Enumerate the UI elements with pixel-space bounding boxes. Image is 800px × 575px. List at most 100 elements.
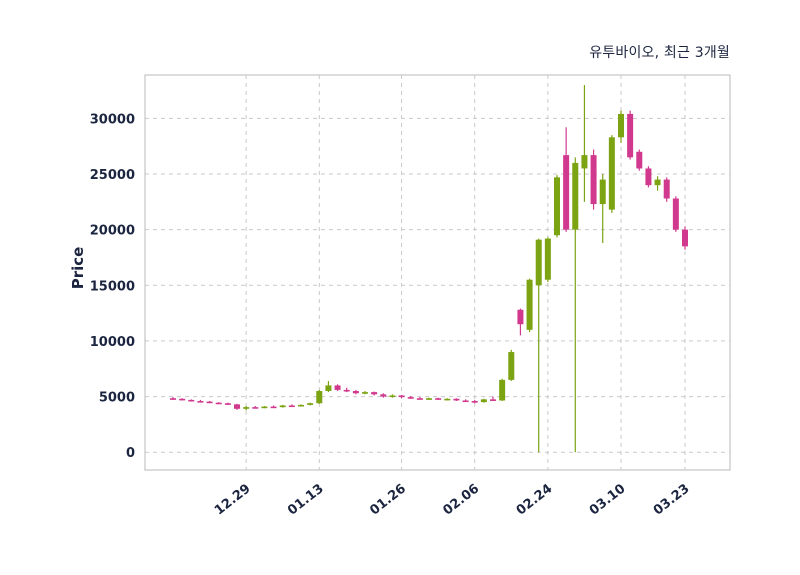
plot-area [144,74,731,471]
candle [197,399,204,403]
candle-body [243,407,250,409]
candle [170,397,176,400]
x-tick-label: 12.29 [212,481,254,518]
candle [663,177,670,202]
candle-body [170,398,176,400]
candle [343,387,350,393]
candle [407,396,414,399]
candle-body [453,398,460,401]
candle [362,391,368,395]
candle [682,226,688,250]
candle [279,404,286,408]
y-tick-label: 0 [126,446,135,461]
candle-body [252,407,259,409]
candle [380,393,387,398]
candle-body [490,399,496,401]
candle-body [508,352,515,380]
candle [288,404,295,408]
candle [234,403,240,410]
candle-body [581,155,588,169]
candle-body [179,398,186,401]
candle-body [471,401,478,403]
candle-body [279,405,286,408]
candle-body [499,379,506,401]
candle-body [224,403,231,405]
x-tick-label: 01.26 [367,481,409,518]
candle-body [316,391,323,404]
candle-body [544,238,551,280]
y-axis-label: Price [69,246,87,290]
candle [334,384,341,391]
candle [599,174,606,244]
x-tick-label: 02.06 [441,481,483,518]
candle-body [563,155,570,230]
candle-body [371,392,378,395]
candle [316,389,323,404]
candle [672,196,679,232]
candle-body [416,398,423,400]
y-tick-label: 5000 [99,391,135,406]
candle [435,397,442,400]
candle [252,406,259,409]
candle-body [307,403,314,405]
y-tick-label: 30000 [90,112,135,127]
candle [444,398,451,401]
candle-body [682,229,688,247]
candle [618,110,624,143]
candle [179,398,186,401]
candle [636,149,643,171]
grid [145,75,730,470]
candle [645,166,652,188]
candle [215,402,222,405]
y-tick-label: 15000 [90,279,135,294]
candle-body [362,392,368,394]
candle [224,402,231,405]
x-tick-label: 03.23 [651,481,693,518]
candle-body [627,113,634,158]
x-tick-label: 02.24 [514,481,556,518]
candle [261,406,268,409]
candle-body [608,137,615,210]
candle-body [480,399,487,403]
x-axis-tick-labels: 12.29 01.13 01.26 02.06 02.24 03.10 03.23 [212,481,692,518]
candle-body [325,385,332,391]
candle-body [526,279,533,330]
candle-body [206,401,213,404]
candle-body [288,405,295,408]
candle-body [672,198,679,230]
candle [453,398,460,402]
candle-body [352,391,359,394]
candle-body [435,398,442,400]
candle-body [215,402,222,405]
candle-body [444,398,451,401]
candle-body [270,406,277,409]
candle [526,278,533,333]
candle-body [398,395,405,398]
candle-body [197,401,204,403]
candle [572,157,579,453]
candle-body [636,151,643,169]
candle-body [654,179,661,186]
chart-title: 유투바이오, 최근 3개월 [589,45,730,61]
candle [499,378,506,402]
candle-body [426,398,432,400]
candle [426,397,432,400]
candle-body [517,309,524,325]
candle [590,149,597,210]
candle [371,391,378,396]
candle [325,380,332,393]
candles [170,85,688,453]
y-axis-tick-labels: 0 5000 10000 15000 20000 25000 30000 [90,112,135,461]
candle-body [462,400,469,403]
candle [654,176,661,191]
candle-body [380,394,387,397]
candle [490,396,496,402]
candle-body [343,389,350,392]
candle-body [645,168,652,186]
x-tick-label: 01.13 [285,481,327,518]
y-tick-label: 10000 [90,335,135,350]
candle [480,398,487,403]
candle-body [590,155,597,205]
candle-body [234,404,240,409]
